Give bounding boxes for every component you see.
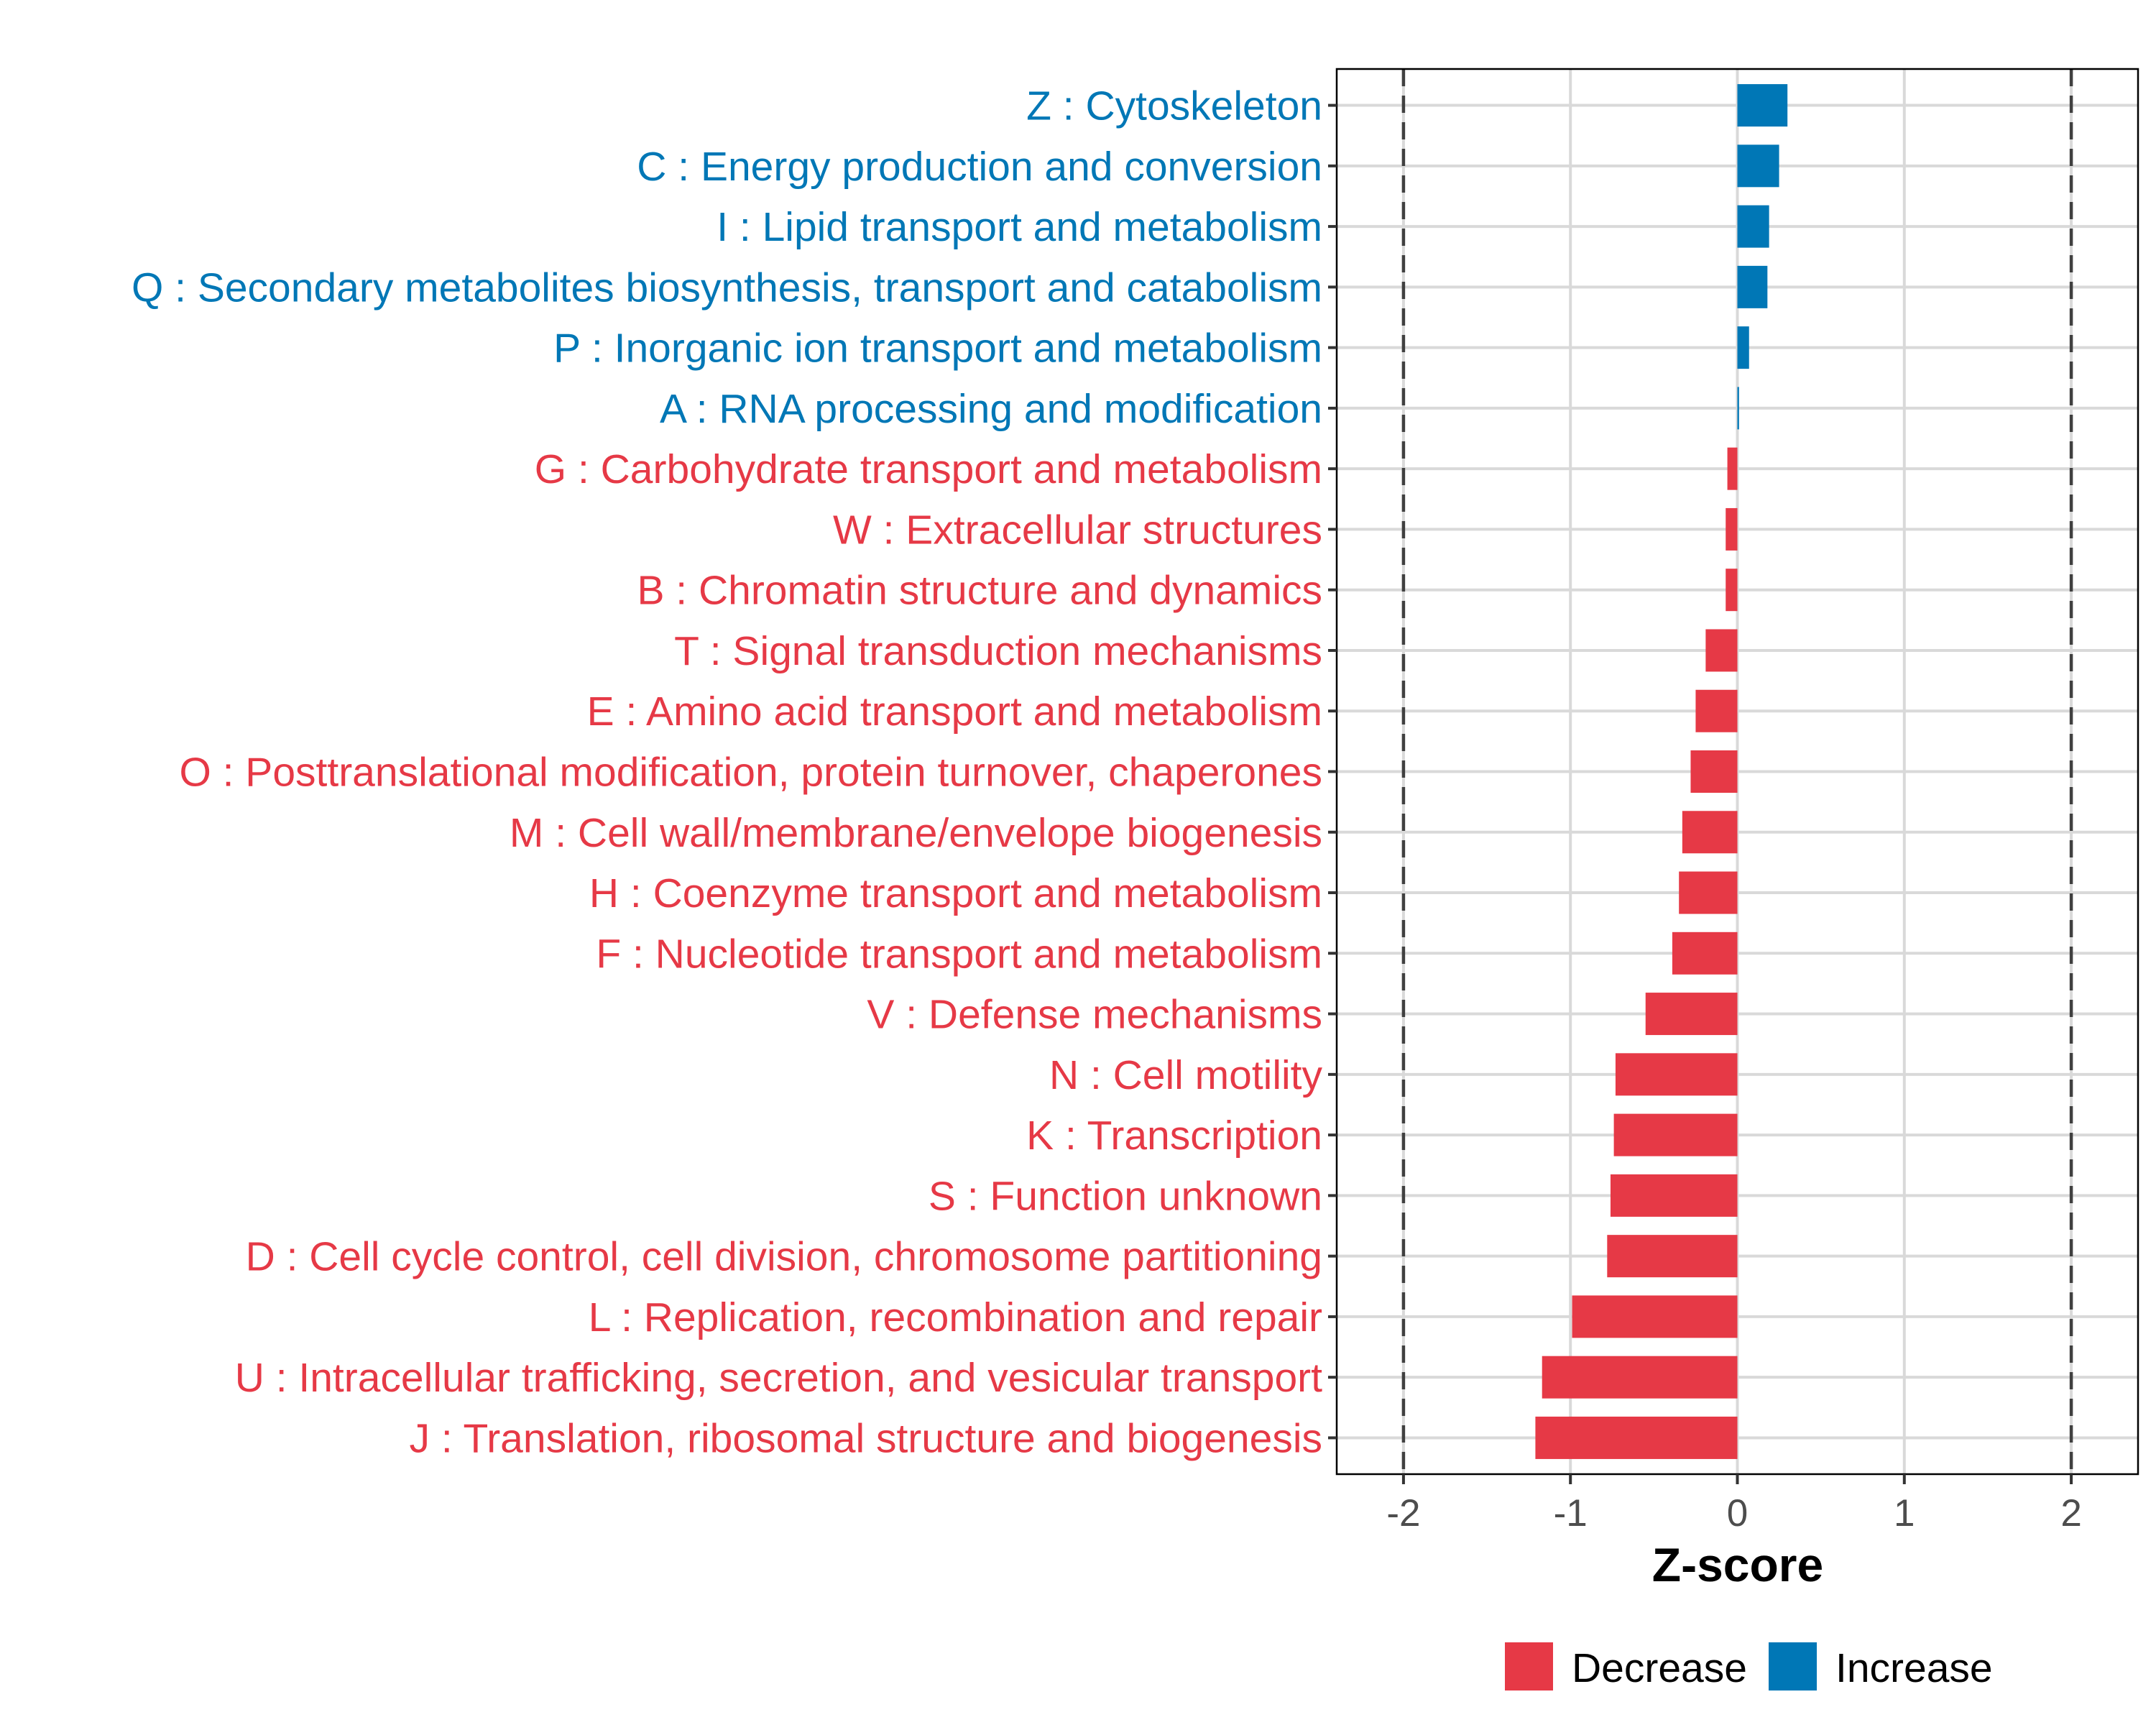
bar xyxy=(1690,750,1738,793)
bar xyxy=(1613,1113,1738,1156)
bar xyxy=(1737,265,1768,308)
category-label: L : Replication, recombination and repai… xyxy=(589,1294,1322,1340)
category-label: V : Defense mechanisms xyxy=(867,992,1322,1038)
category-label: N : Cell motility xyxy=(1049,1052,1323,1098)
legend-swatch xyxy=(1769,1642,1817,1690)
x-tick-label: 1 xyxy=(1894,1492,1915,1535)
x-tick-label: 2 xyxy=(2060,1492,2081,1535)
category-label: A : RNA processing and modification xyxy=(660,386,1322,432)
category-label: Z : Cytoskeleton xyxy=(1026,83,1322,129)
category-label: O : Posttranslational modification, prot… xyxy=(179,750,1322,796)
legend-label: Increase xyxy=(1835,1645,1993,1691)
x-tick-label: -1 xyxy=(1554,1492,1588,1535)
category-label: C : Energy production and conversion xyxy=(637,144,1322,190)
category-label: Q : Secondary metabolites biosynthesis, … xyxy=(132,264,1322,310)
category-label: E : Amino acid transport and metabolism xyxy=(587,689,1322,735)
category-label: S : Function unknown xyxy=(929,1173,1322,1219)
category-label: F : Nucleotide transport and metabolism xyxy=(596,931,1322,977)
category-label: D : Cell cycle control, cell division, c… xyxy=(246,1234,1322,1280)
category-label: J : Translation, ribosomal structure and… xyxy=(410,1415,1322,1461)
bar xyxy=(1572,1295,1738,1338)
category-labels: Z : Cytoskeleton C : Energy production an… xyxy=(132,83,1337,1461)
bar xyxy=(1737,84,1788,127)
bar xyxy=(1672,932,1738,975)
category-label: U : Intracellular trafficking, secretion… xyxy=(235,1355,1322,1401)
bar xyxy=(1695,689,1738,732)
bar xyxy=(1535,1416,1738,1459)
bar xyxy=(1726,569,1738,612)
x-axis-ticks: -2 -1 0 1 2 xyxy=(1386,1474,2082,1535)
legend-swatch xyxy=(1505,1642,1553,1690)
bar xyxy=(1615,1053,1738,1096)
category-label: T : Signal transduction mechanisms xyxy=(674,628,1322,674)
bar xyxy=(1727,447,1738,490)
bar xyxy=(1737,144,1779,188)
x-tick-label: -2 xyxy=(1386,1492,1420,1535)
bar xyxy=(1607,1235,1738,1278)
bar xyxy=(1542,1356,1738,1399)
bars xyxy=(1535,84,1788,1459)
category-label: K : Transcription xyxy=(1026,1113,1322,1159)
category-label: B : Chromatin structure and dynamics xyxy=(637,568,1322,614)
category-label: H : Coenzyme transport and metabolism xyxy=(589,870,1322,916)
category-label: G : Carbohydrate transport and metabolis… xyxy=(535,446,1322,492)
reference-lines xyxy=(1401,69,2073,1474)
bar xyxy=(1679,871,1738,914)
legend: Decrease Increase xyxy=(1505,1642,1993,1691)
bar xyxy=(1726,507,1738,551)
bar xyxy=(1737,326,1749,369)
category-label: W : Extracellular structures xyxy=(833,507,1322,553)
bar xyxy=(1645,993,1738,1036)
bar xyxy=(1610,1174,1738,1217)
bar xyxy=(1737,205,1769,248)
legend-label: Decrease xyxy=(1572,1645,1747,1691)
category-label: P : Inorganic ion transport and metaboli… xyxy=(553,326,1322,372)
category-label: I : Lipid transport and metabolism xyxy=(717,204,1322,250)
bar xyxy=(1682,811,1738,854)
category-label: M : Cell wall/membrane/envelope biogenes… xyxy=(510,810,1322,856)
bar xyxy=(1737,387,1739,430)
x-axis-title: Z-score xyxy=(1652,1538,1823,1591)
bar xyxy=(1705,629,1738,672)
x-tick-label: 0 xyxy=(1727,1492,1748,1535)
